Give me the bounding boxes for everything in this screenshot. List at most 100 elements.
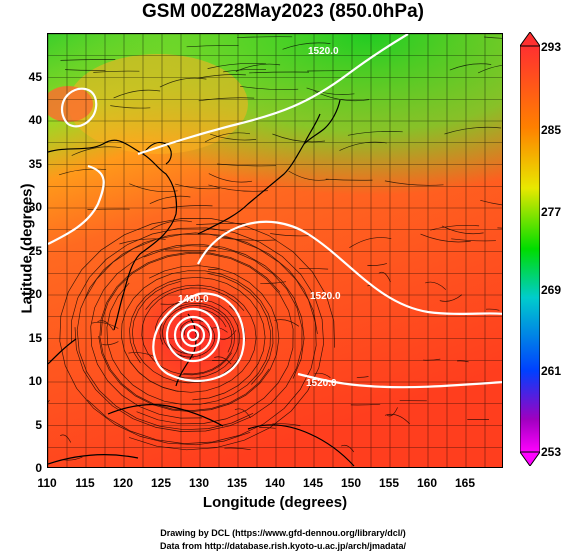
warm-continent-region: [68, 54, 248, 154]
typhoon-ring-4: [186, 328, 200, 342]
streamline: [212, 327, 228, 333]
x-tick-label: 145: [302, 476, 324, 490]
hot-spot-north: [48, 86, 93, 122]
streamline: [175, 183, 220, 190]
streamline: [102, 341, 119, 346]
colorbar-label-261: 261: [541, 364, 562, 378]
streamline: [216, 236, 277, 241]
streamline: [341, 444, 355, 453]
y-tick-label: 40: [28, 113, 42, 127]
streamline: [60, 59, 116, 61]
contour-label-1480: 1480.0: [178, 294, 209, 305]
typhoon-ring-3: [180, 322, 206, 348]
x-tick-label: 160: [416, 476, 438, 490]
streamline: [420, 233, 471, 243]
colorbar-label-293: 293: [541, 40, 562, 54]
y-axis-label: Latitude (degrees): [18, 183, 36, 314]
streamline: [223, 69, 267, 73]
streamline: [430, 224, 480, 231]
streamline: [48, 399, 50, 404]
streamline: [457, 360, 469, 363]
colorbar-label-285: 285: [541, 123, 562, 137]
streamline: [97, 320, 114, 331]
streamline: [210, 133, 257, 141]
streamline: [234, 408, 251, 419]
streamline: [63, 456, 83, 461]
y-tick-label: 45: [28, 69, 42, 84]
credit-drawing: Drawing by DCL (https://www.gfd-dennou.o…: [160, 528, 406, 538]
streamline-cyclonic: [100, 252, 294, 425]
streamline: [110, 105, 151, 109]
x-tick-label: 120: [112, 476, 134, 490]
typhoon-ring-2: [173, 315, 213, 355]
streamline: [425, 281, 447, 290]
streamline: [451, 238, 496, 242]
streamline: [477, 64, 502, 74]
streamline: [259, 427, 276, 429]
x-tick-label: 150: [340, 476, 362, 490]
contour-labels: 1480.0 1520.0 1520.0 1520.0: [178, 46, 341, 389]
streamline: [240, 85, 299, 90]
colorbar-label-253: 253: [541, 445, 562, 459]
streamline: [349, 237, 392, 248]
streamline: [367, 263, 388, 266]
streamline: [444, 126, 502, 135]
x-tick-label: 115: [75, 476, 95, 490]
streamline: [314, 372, 331, 378]
typhoon-center: [190, 332, 196, 338]
streamline: [207, 62, 267, 69]
y-tick-label: 10: [28, 374, 42, 388]
streamline: [160, 301, 190, 305]
streamline: [165, 249, 216, 251]
contour-label-1520-b: 1520.0: [306, 378, 337, 389]
streamline: [299, 267, 329, 270]
streamline-cyclonic: [90, 243, 305, 419]
x-tick-label: 125: [150, 476, 172, 490]
streamline: [196, 222, 247, 225]
streamline: [208, 173, 253, 183]
coastlines: [48, 99, 355, 467]
streamline-cyclonic: [121, 270, 274, 392]
streamline: [204, 132, 251, 143]
streamline: [386, 407, 398, 417]
map-plot-area: 1480.0 1520.0 1520.0 1520.0: [47, 33, 503, 468]
streamline: [484, 36, 502, 39]
streamline: [214, 356, 232, 365]
x-tick-label: 135: [226, 476, 248, 490]
contour-west: [48, 164, 105, 245]
x-tick-label: 140: [264, 476, 286, 490]
x-tick-label: 130: [188, 476, 210, 490]
streamline: [129, 183, 178, 193]
streamline: [356, 376, 369, 378]
streamline: [350, 403, 381, 406]
y-tick-label: 30: [28, 200, 42, 214]
contour-1480: [152, 292, 245, 382]
map-title: GSM 00Z28May2023 (850.0hPa): [142, 1, 424, 22]
contour-closed-north: [60, 87, 98, 128]
y-tick-label: 25: [28, 243, 42, 258]
colorbar-label-269: 269: [541, 283, 562, 297]
contour-label-1520-c: 1520.0: [308, 46, 339, 57]
streamline: [58, 168, 107, 176]
y-tick-label: 35: [28, 156, 42, 171]
streamline: [60, 434, 72, 443]
streamline: [159, 77, 207, 88]
streamline-cyclonic: [129, 276, 266, 401]
x-tick-label: 155: [378, 476, 400, 490]
typhoon-ring-1: [165, 307, 221, 363]
streamline: [198, 97, 255, 102]
y-tick-label: 5: [35, 417, 42, 432]
streamline: [270, 233, 311, 237]
colorbar-top-arrow: [520, 32, 540, 47]
streamline: [149, 195, 191, 205]
streamline: [93, 70, 140, 73]
streamline-cyclonic: [154, 298, 240, 379]
streamline: [441, 225, 484, 235]
streamline-cyclonic: [141, 287, 245, 376]
streamline: [497, 227, 502, 229]
streamline: [65, 69, 106, 71]
streamline-cyclonic: [99, 251, 281, 411]
streamline: [347, 130, 403, 136]
streamline-cyclonic: [106, 272, 271, 405]
streamline-cyclonic: [98, 265, 280, 413]
